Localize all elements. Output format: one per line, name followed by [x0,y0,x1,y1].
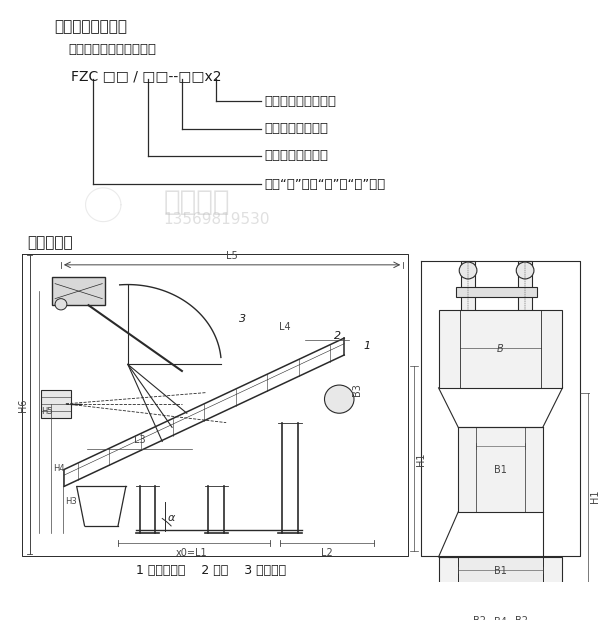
Text: 国盛机械: 国盛机械 [163,188,230,216]
Text: 振源“附”着式“振”动“放”矿机: 振源“附”着式“振”动“放”矿机 [265,177,386,190]
Text: H1: H1 [590,489,600,503]
Text: H4: H4 [53,464,65,472]
Polygon shape [52,277,105,305]
Text: L5: L5 [226,251,238,261]
Bar [518,261,532,312]
Text: H5: H5 [41,407,53,416]
Text: B2: B2 [515,616,528,620]
Text: B2: B2 [473,616,486,620]
Bar [439,557,562,604]
Text: H1: H1 [416,452,426,466]
Circle shape [325,385,354,414]
Text: H6: H6 [17,398,28,412]
Text: H3: H3 [65,497,77,505]
Text: B1: B1 [494,464,507,474]
Text: 1 振动放矿机    2 侧板    3 扇形闸门: 1 振动放矿机 2 侧板 3 扇形闸门 [136,564,286,577]
Circle shape [55,299,67,310]
Text: B3: B3 [352,383,362,396]
Text: 2: 2 [334,331,341,341]
Text: 13569819530: 13569819530 [163,212,269,228]
Text: L4: L4 [280,322,291,332]
Bar [461,261,475,312]
Text: L2: L2 [320,547,332,557]
Text: B1: B1 [494,565,507,576]
Text: B4: B4 [494,618,507,620]
Text: $\alpha$: $\alpha$ [167,513,176,523]
Bar [458,557,543,604]
Bar [458,427,543,512]
Text: B: B [497,344,504,354]
Circle shape [459,262,477,279]
Text: 振动台面长度：米: 振动台面长度：米 [265,149,329,162]
Text: FZC □□ / □□--□□x2: FZC □□ / □□--□□x2 [71,69,221,84]
Bar [41,390,71,418]
Text: 双台板重型振动放矿机：: 双台板重型振动放矿机： [69,43,157,56]
Bar [439,310,562,388]
Text: 结构形式：: 结构形式： [28,235,73,250]
Text: 振动台面宽度：米: 振动台面宽度：米 [265,122,329,135]
Text: 3: 3 [239,314,246,324]
Bar [456,288,537,297]
Text: 产品型号的含义：: 产品型号的含义： [54,19,127,33]
Text: 1: 1 [364,340,371,351]
Text: L3: L3 [134,435,145,445]
Circle shape [516,262,534,279]
Text: x0=L1: x0=L1 [176,547,208,557]
Text: 振动电机功率：千瓦: 振动电机功率：千瓦 [265,95,337,108]
